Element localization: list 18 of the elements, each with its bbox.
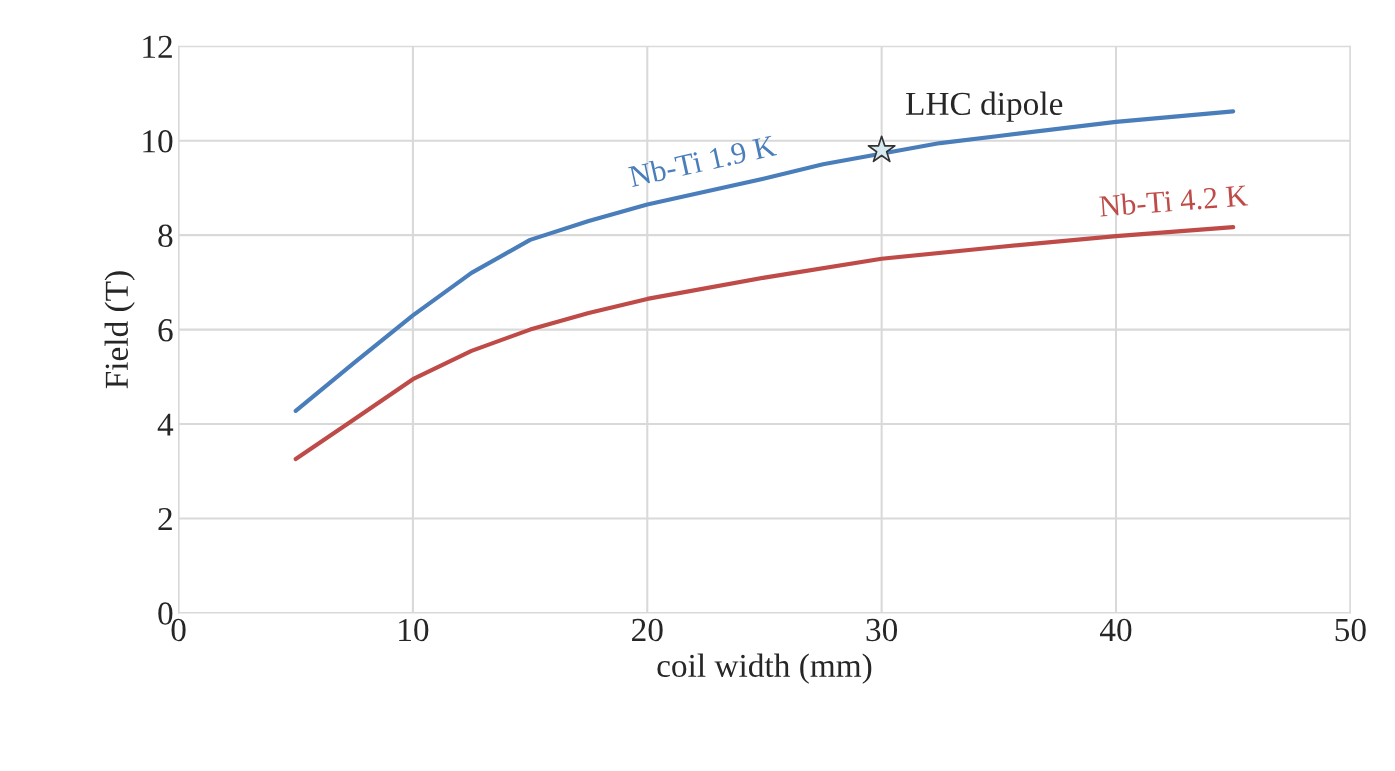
y-tick-label: 12 xyxy=(143,35,172,58)
series-label: Nb-Ti 4.2 K xyxy=(1099,184,1249,218)
x-tick-label: 20 xyxy=(632,618,663,642)
y-axis-title: Field (T) xyxy=(104,271,135,389)
y-tick-label: 4 xyxy=(157,413,174,436)
text: Nb-Ti 1.9 K xyxy=(627,134,778,188)
y-tick-label: 2 xyxy=(158,507,172,531)
x-tick-label: 50 xyxy=(1335,618,1366,642)
x-tick-label: 30 xyxy=(866,618,898,642)
x-tick-label: 40 xyxy=(1099,618,1132,642)
y-tick-label: 6 xyxy=(158,319,173,342)
x-axis-title: coil width (mm) xyxy=(657,653,872,684)
line-series xyxy=(293,225,1236,462)
y-tick-label: 10 xyxy=(143,130,173,153)
series-label: LHC dipole xyxy=(906,91,1063,122)
y-tick-label: 0 xyxy=(158,602,173,625)
x-tick-label: 10 xyxy=(399,618,429,642)
y-tick-label: 8 xyxy=(158,224,173,248)
